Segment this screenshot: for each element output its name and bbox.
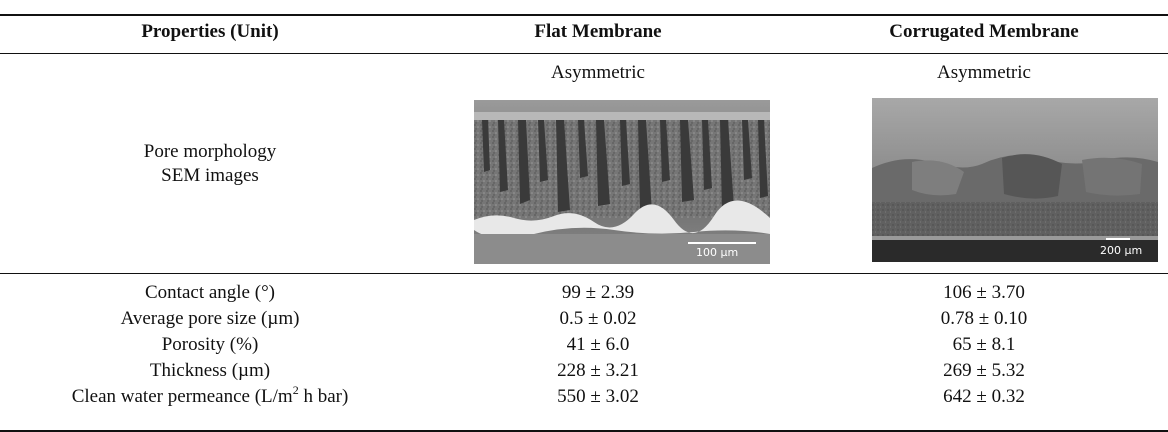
table-row: Porosity (%) 41 ± 6.0 65 ± 8.1 xyxy=(0,333,1168,359)
header-rule xyxy=(0,53,1168,54)
row-property-superscript: 2 xyxy=(292,382,299,397)
row-corrugated-value: 269 ± 5.32 xyxy=(943,360,1025,381)
flat-morphology-type: Asymmetric xyxy=(551,62,645,83)
table-bottom-rule xyxy=(0,430,1168,432)
row-corrugated-value: 106 ± 3.70 xyxy=(943,282,1025,303)
row-corrugated-value: 0.78 ± 0.10 xyxy=(940,308,1028,329)
row-property-suffix: h bar) xyxy=(298,386,349,407)
header-properties: Properties (Unit) xyxy=(141,21,279,42)
table-top-rule xyxy=(0,14,1168,16)
table-row: Clean water permeance (L/m2 h bar) 550 ±… xyxy=(0,382,1168,411)
row-flat-value: 99 ± 2.39 xyxy=(561,282,635,303)
row-property-prefix: Clean water permeance (L/m xyxy=(71,386,293,407)
row-flat-value: 550 ± 3.02 xyxy=(557,386,639,407)
row-property: Thickness (µm) xyxy=(149,360,271,381)
corrugated-morphology-type: Asymmetric xyxy=(937,62,1031,83)
morphology-label-line2: SEM images xyxy=(161,165,259,186)
table-row: Thickness (µm) 228 ± 3.21 269 ± 5.32 xyxy=(0,359,1168,385)
row-flat-value: 228 ± 3.21 xyxy=(557,360,639,381)
row-property: Clean water permeance (L/m2 h bar) xyxy=(0,382,420,409)
row-property: Contact angle (°) xyxy=(145,282,275,303)
corrugated-membrane-sem-image: 200 µm xyxy=(872,98,1158,262)
flat-membrane-sem-image: 100 µm xyxy=(474,100,770,264)
row-property: Average pore size (µm) xyxy=(120,308,300,329)
table-row: Average pore size (µm) 0.5 ± 0.02 0.78 ±… xyxy=(0,307,1168,333)
morphology-label-line1: Pore morphology xyxy=(143,141,277,162)
table-row: Contact angle (°) 99 ± 2.39 106 ± 3.70 xyxy=(0,281,1168,307)
row-corrugated-value: 642 ± 0.32 xyxy=(943,386,1025,407)
header-corrugated-membrane: Corrugated Membrane xyxy=(889,21,1079,42)
row-flat-value: 41 ± 6.0 xyxy=(566,334,630,355)
row-property: Porosity (%) xyxy=(161,334,259,355)
row-corrugated-value: 65 ± 8.1 xyxy=(952,334,1016,355)
corrugated-scale-label: 200 µm xyxy=(1100,244,1143,257)
flat-scale-label: 100 µm xyxy=(696,246,739,259)
row-flat-value: 0.5 ± 0.02 xyxy=(559,308,637,329)
morphology-rule xyxy=(0,273,1168,274)
header-flat-membrane: Flat Membrane xyxy=(534,21,662,42)
